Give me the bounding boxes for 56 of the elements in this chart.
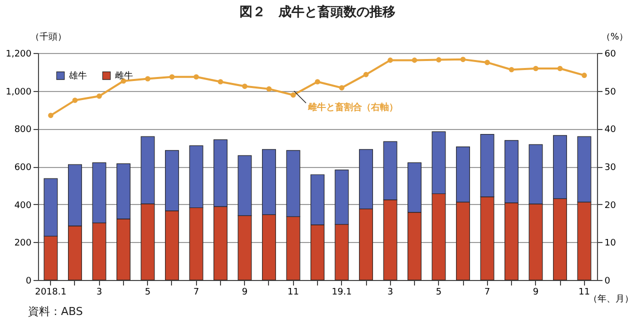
x-tick-label: 11 — [288, 288, 299, 298]
y-tick-label: 1,000 — [6, 87, 32, 98]
x-tick-label: 5 — [144, 288, 151, 298]
point — [218, 79, 224, 84]
y2-tick-label: 10 — [604, 238, 616, 249]
y2-tick-label: 20 — [604, 200, 616, 211]
point — [266, 86, 272, 92]
y-tick-label: 0 — [26, 276, 32, 286]
x-tick-label: 11 — [578, 288, 590, 298]
point — [72, 98, 78, 103]
y-tick-label: 1,200 — [6, 50, 32, 60]
x-tick-label: 9 — [532, 288, 539, 298]
point — [388, 58, 393, 63]
point — [436, 57, 442, 62]
y2-tick-label: 0 — [604, 276, 610, 286]
point — [145, 76, 150, 82]
y-tick-label: 600 — [14, 163, 32, 173]
legend-label: 雌牛 — [115, 70, 133, 82]
point — [412, 58, 418, 63]
x-axis-title: （年、月） — [588, 294, 634, 304]
point — [557, 66, 563, 72]
point — [169, 74, 175, 80]
point — [582, 72, 587, 78]
y2-tick-label: 40 — [604, 125, 616, 136]
x-tick-label: 19.1 — [332, 288, 352, 298]
x-tick-label: 5 — [436, 288, 442, 298]
text: 資料：ABS — [28, 305, 83, 318]
point — [314, 79, 320, 84]
y2-tick-label: 50 — [604, 87, 616, 98]
legend-label: 雄牛 — [68, 70, 87, 82]
x-tick-label: 7 — [193, 288, 200, 298]
point — [48, 112, 54, 118]
chart-title: 図２ 成牛と畜頭数の推移 — [240, 4, 396, 20]
point — [533, 66, 538, 72]
y-axis-title: （千頭） — [30, 32, 66, 42]
x-tick-label: 3 — [387, 288, 394, 298]
point — [96, 93, 102, 99]
y-tick-label: 400 — [14, 200, 32, 211]
x-tick-label: 7 — [484, 288, 490, 298]
point — [290, 92, 296, 98]
x-tick-label: 2018.1 — [34, 288, 66, 298]
point — [339, 85, 344, 90]
series-label: 雌牛と畜割合（右軸） — [307, 102, 398, 113]
y-tick-label: 800 — [14, 125, 32, 136]
y2-tick-label: 30 — [604, 163, 616, 173]
x-tick-label: 9 — [242, 288, 248, 298]
y2-tick-label: 60 — [604, 50, 616, 60]
point — [508, 67, 514, 72]
y-tick-label: 200 — [14, 238, 32, 249]
point — [363, 72, 369, 78]
x-tick-label: 3 — [96, 288, 102, 298]
point — [484, 60, 490, 66]
point — [460, 56, 466, 62]
point — [242, 84, 248, 89]
point — [194, 74, 199, 80]
y2-axis-title: （%） — [602, 32, 628, 42]
